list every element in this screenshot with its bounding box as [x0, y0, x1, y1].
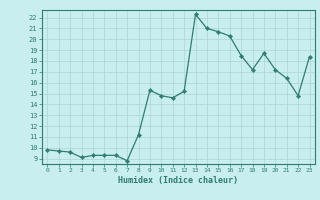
X-axis label: Humidex (Indice chaleur): Humidex (Indice chaleur) — [118, 176, 238, 185]
